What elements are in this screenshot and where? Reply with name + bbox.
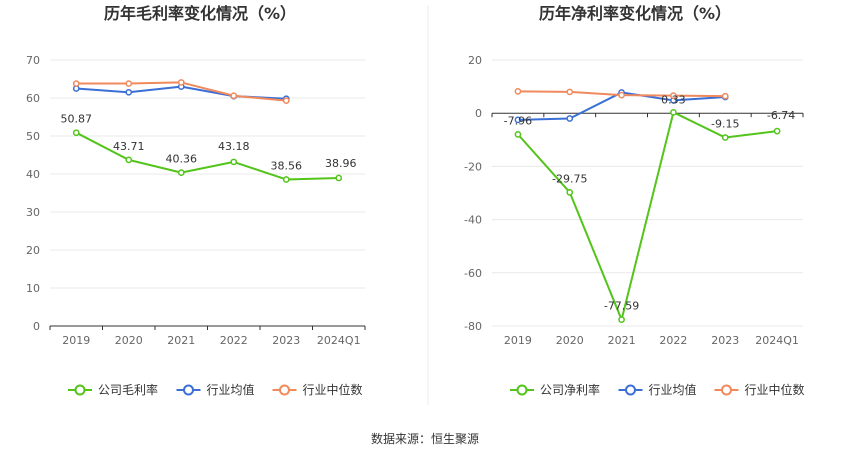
legend-swatch-marker — [516, 384, 528, 396]
legend-swatch-marker — [625, 384, 636, 396]
data-label: 50.87 — [61, 113, 93, 126]
data-label: -7.96 — [504, 114, 532, 127]
x-tick-label: 2024Q1 — [755, 334, 799, 347]
y-tick-label: 0 — [33, 320, 40, 333]
legend-swatch-marker — [279, 384, 290, 396]
legend-label: 公司净利率 — [540, 382, 600, 397]
y-tick-label: 20 — [26, 244, 40, 257]
legend-label: 行业中位数 — [303, 382, 363, 397]
data-point — [125, 88, 133, 96]
x-tick-label: 2021 — [167, 334, 195, 347]
data-point — [125, 156, 133, 164]
data-point — [566, 88, 574, 96]
data-point — [773, 127, 781, 135]
y-tick-label: 40 — [26, 168, 40, 181]
x-tick-label: 2021 — [608, 334, 636, 347]
data-point — [566, 115, 574, 122]
y-tick-label: 60 — [26, 92, 40, 105]
x-tick-label: 2020 — [115, 334, 143, 347]
x-tick-label: 2022 — [659, 334, 687, 347]
x-tick-label: 2019 — [62, 334, 90, 347]
y-tick-label: 70 — [26, 54, 40, 67]
legend-label: 公司毛利率 — [98, 382, 158, 397]
x-tick-label: 2022 — [220, 334, 248, 347]
data-point — [618, 316, 625, 323]
source-note: 数据来源：恒生聚源 — [371, 431, 479, 446]
data-point — [230, 158, 238, 166]
chart-legend: 公司净利率 行业均值 行业中位数 — [510, 382, 805, 397]
data-point — [335, 174, 343, 182]
y-tick-label: -40 — [464, 214, 482, 227]
data-label: 38.56 — [271, 159, 303, 172]
y-tick-label: -80 — [464, 320, 482, 333]
data-point — [177, 79, 185, 86]
series-line — [517, 111, 778, 321]
legend-swatch-marker — [183, 384, 194, 396]
y-tick-label: 30 — [26, 206, 40, 219]
data-label: -29.75 — [552, 172, 587, 185]
legend-label: 行业均值 — [649, 382, 697, 397]
x-tick-label: 2024Q1 — [317, 334, 361, 347]
data-point — [282, 176, 290, 183]
data-label: 43.71 — [113, 140, 145, 153]
x-tick-label: 2023 — [711, 334, 739, 347]
y-tick-label: -60 — [464, 267, 482, 280]
legend-label: 行业中位数 — [745, 382, 805, 397]
data-point — [282, 97, 290, 105]
data-point — [566, 188, 574, 196]
data-point — [721, 134, 729, 141]
data-label: -6.74 — [767, 109, 795, 122]
data-label: -77.59 — [604, 300, 639, 313]
data-point — [514, 88, 522, 95]
chart-title: 历年净利率变化情况（%） — [539, 4, 731, 23]
data-point — [670, 108, 677, 116]
x-tick-label: 2023 — [272, 334, 300, 347]
data-point — [514, 131, 522, 138]
x-tick-label: 2020 — [556, 334, 584, 347]
data-label: 40.36 — [166, 153, 198, 166]
data-point — [72, 80, 80, 87]
data-label: 38.96 — [325, 157, 357, 170]
y-tick-label: 0 — [475, 107, 482, 120]
y-tick-label: 20 — [468, 54, 482, 67]
data-label: 0.33 — [661, 93, 686, 106]
data-point — [670, 92, 677, 99]
data-point — [125, 80, 133, 87]
data-point — [177, 169, 185, 176]
data-label: -9.15 — [711, 118, 739, 131]
data-point — [230, 92, 238, 100]
legend-swatch-marker — [74, 384, 86, 396]
data-point — [72, 129, 80, 137]
data-label: 43.18 — [218, 140, 250, 153]
series-line — [75, 131, 339, 181]
data-point — [514, 116, 522, 124]
chart-title: 历年毛利率变化情况（%） — [104, 4, 296, 23]
y-tick-label: -20 — [464, 160, 482, 173]
y-tick-label: 10 — [26, 282, 40, 295]
data-point — [618, 91, 625, 99]
x-tick-label: 2019 — [504, 334, 532, 347]
y-tick-label: 50 — [26, 130, 40, 143]
gross-margin-chart: 历年毛利率变化情况（%） 0 10 20 30 40 50 60 70 2019 2020 2021 2… — [26, 4, 366, 397]
net-margin-chart: 历年净利率变化情况（%） -80 -60 -40 -20 0 20 2019 2020 2021 2… — [464, 4, 804, 397]
chart-legend: 公司毛利率 行业均值 行业中位数 — [68, 382, 363, 397]
data-point — [721, 92, 729, 100]
legend-swatch-marker — [721, 384, 732, 396]
legend-label: 行业均值 — [207, 382, 255, 397]
